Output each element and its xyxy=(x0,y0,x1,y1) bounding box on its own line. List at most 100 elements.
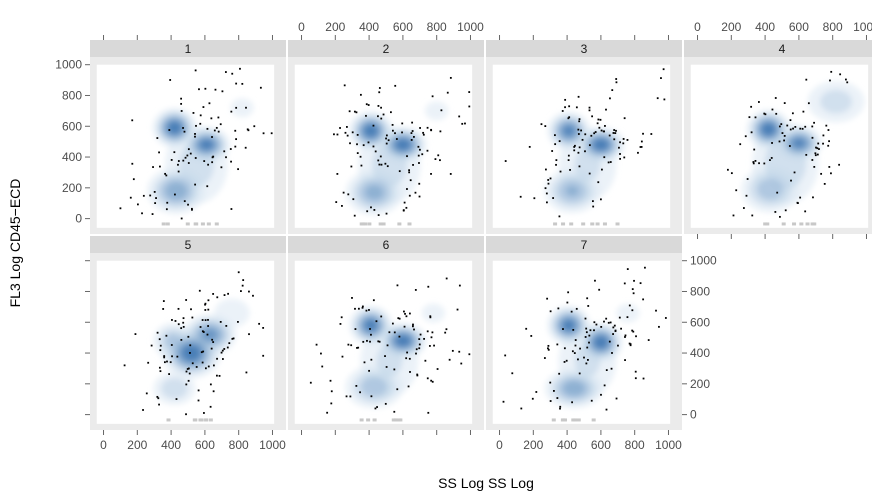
density-contour xyxy=(616,303,640,323)
data-point xyxy=(618,146,620,149)
data-point xyxy=(540,123,543,126)
data-point xyxy=(177,323,180,326)
data-point xyxy=(377,115,379,118)
data-point xyxy=(579,347,581,350)
data-point xyxy=(402,209,405,212)
data-point xyxy=(642,298,645,301)
rug-mark xyxy=(363,222,368,226)
data-point xyxy=(156,137,159,139)
data-point xyxy=(549,381,552,384)
data-point xyxy=(618,316,621,319)
data-point xyxy=(427,411,430,414)
data-point xyxy=(595,323,598,326)
data-point xyxy=(468,105,471,108)
x-tick-label: 1000 xyxy=(259,438,286,452)
data-point xyxy=(581,138,584,141)
data-point xyxy=(201,319,204,321)
data-point xyxy=(195,366,198,368)
data-point xyxy=(593,132,596,135)
rug-mark xyxy=(763,222,768,226)
data-point xyxy=(417,154,420,157)
data-point xyxy=(359,93,362,96)
data-point xyxy=(214,88,217,91)
data-point xyxy=(562,328,564,330)
data-point xyxy=(384,402,387,405)
data-point xyxy=(194,183,197,186)
data-point xyxy=(778,125,781,128)
data-point xyxy=(628,342,631,345)
data-point xyxy=(158,403,160,406)
data-point xyxy=(662,68,665,71)
data-point xyxy=(197,399,200,402)
data-point xyxy=(367,141,370,144)
density-contour xyxy=(165,182,187,200)
density-contour xyxy=(360,377,388,397)
density-contour xyxy=(794,140,803,147)
density-contour xyxy=(365,320,376,330)
data-point xyxy=(664,317,667,319)
data-point xyxy=(573,149,576,152)
data-point xyxy=(600,325,603,328)
data-point xyxy=(600,129,603,132)
data-point xyxy=(336,133,339,136)
data-point xyxy=(159,344,162,347)
data-point xyxy=(374,407,377,410)
data-point xyxy=(603,320,605,323)
rug-mark xyxy=(397,222,402,226)
data-point xyxy=(147,361,150,364)
data-point xyxy=(403,325,406,328)
data-point xyxy=(187,203,189,206)
data-point xyxy=(180,110,183,112)
data-point xyxy=(213,129,216,132)
data-point xyxy=(349,142,351,145)
data-point xyxy=(401,131,403,134)
data-point xyxy=(206,333,209,336)
data-point xyxy=(458,350,461,353)
x-tick-label: 1000 xyxy=(457,20,484,34)
density-layer xyxy=(345,101,449,216)
data-point xyxy=(398,335,401,338)
y-tick-label: 0 xyxy=(690,408,697,422)
data-point xyxy=(345,395,348,398)
rug-mark xyxy=(581,222,586,226)
data-point xyxy=(330,390,333,393)
data-point xyxy=(629,344,632,347)
data-point xyxy=(554,134,556,137)
data-point xyxy=(619,153,621,155)
data-point xyxy=(211,156,214,159)
data-point xyxy=(409,179,412,182)
data-point xyxy=(368,309,370,311)
strip-label: 4 xyxy=(779,42,786,56)
data-point xyxy=(746,178,749,180)
data-point xyxy=(820,172,823,175)
data-point xyxy=(605,108,607,111)
density-contour xyxy=(421,303,445,323)
data-point xyxy=(165,174,168,177)
data-point xyxy=(412,325,414,328)
y-axis-title: FL3 Log CD45−ECD xyxy=(7,179,23,308)
density-contour xyxy=(594,336,607,348)
data-point xyxy=(445,328,448,331)
rug-mark xyxy=(765,222,770,226)
data-point xyxy=(370,358,373,361)
data-point xyxy=(564,106,566,109)
density-contour xyxy=(396,335,410,346)
data-point xyxy=(194,157,197,159)
data-point xyxy=(558,215,561,218)
data-point xyxy=(811,159,814,161)
data-point xyxy=(191,208,193,211)
panel-6: 6 xyxy=(288,236,484,430)
data-point xyxy=(547,182,550,185)
data-point xyxy=(663,98,666,101)
data-point xyxy=(398,317,401,320)
data-point xyxy=(204,319,207,322)
data-point xyxy=(599,118,602,121)
data-point xyxy=(519,195,522,198)
data-point xyxy=(754,159,757,162)
data-point xyxy=(351,131,354,134)
y-tick-label: 400 xyxy=(62,150,82,164)
data-point xyxy=(212,364,215,367)
data-point xyxy=(829,79,831,82)
data-point xyxy=(771,108,774,111)
data-point xyxy=(386,165,389,168)
